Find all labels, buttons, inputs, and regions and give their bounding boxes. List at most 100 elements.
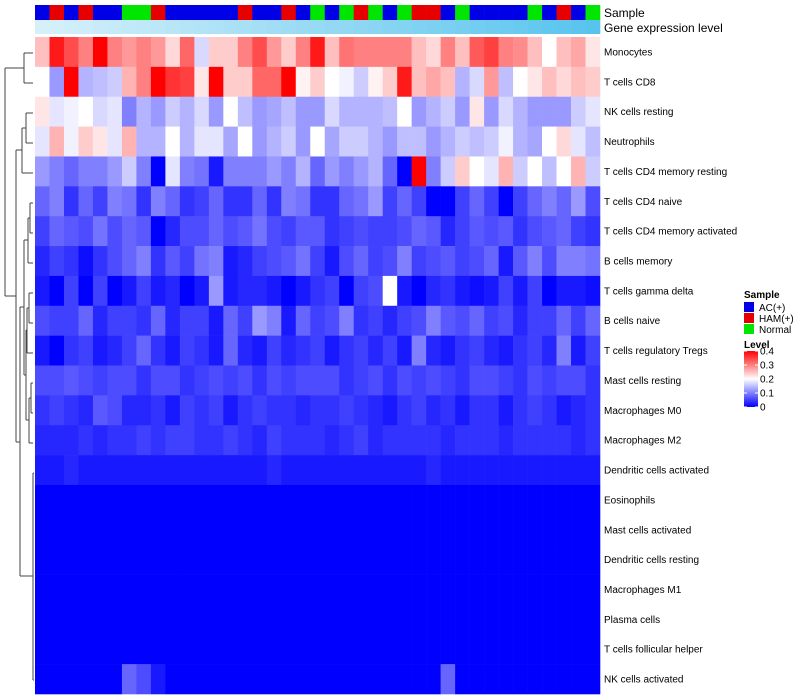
heatmap-cell bbox=[252, 216, 268, 247]
heatmap-cell bbox=[440, 156, 456, 187]
heatmap-cell bbox=[179, 395, 195, 426]
heatmap-cell bbox=[223, 365, 239, 396]
heatmap-cell bbox=[78, 246, 94, 277]
heatmap-cell bbox=[49, 37, 65, 68]
heatmap-cell bbox=[353, 425, 369, 456]
heatmap-cell bbox=[150, 634, 166, 665]
heatmap-cell bbox=[223, 305, 239, 336]
heatmap-cell bbox=[179, 425, 195, 456]
heatmap-cell bbox=[92, 484, 108, 516]
heatmap-cell bbox=[426, 365, 441, 396]
heatmap-cell bbox=[513, 664, 528, 695]
heatmap-cell bbox=[266, 484, 282, 516]
heatmap-cell bbox=[92, 425, 108, 456]
heatmap-cell bbox=[571, 395, 586, 426]
heatmap-cell bbox=[527, 216, 543, 247]
heatmap-cell bbox=[498, 544, 514, 575]
heatmap-cell bbox=[63, 425, 79, 456]
heatmap-cell bbox=[397, 544, 412, 575]
heatmap-cell bbox=[513, 365, 528, 396]
heatmap-cell bbox=[469, 37, 485, 68]
heatmap-cell bbox=[63, 634, 79, 665]
heatmap-cell bbox=[556, 37, 572, 68]
heatmap-cell bbox=[324, 246, 340, 277]
heatmap-cell bbox=[49, 66, 65, 98]
heatmap-cell bbox=[353, 365, 369, 396]
heatmap-cell bbox=[295, 395, 311, 426]
heatmap-cell bbox=[63, 335, 79, 366]
heatmap-cell bbox=[571, 216, 586, 247]
heatmap-cell bbox=[556, 455, 572, 486]
heatmap-cell bbox=[571, 634, 586, 665]
heatmap-cell bbox=[368, 395, 383, 426]
heatmap-cell bbox=[585, 604, 601, 635]
heatmap-cell bbox=[469, 365, 485, 396]
heatmap-cell bbox=[179, 514, 195, 545]
heatmap-cell bbox=[397, 186, 412, 217]
heatmap-cell bbox=[484, 395, 499, 426]
heatmap-cell bbox=[237, 96, 253, 127]
heatmap-cell bbox=[35, 246, 50, 277]
heatmap-cell bbox=[63, 216, 79, 247]
row-label: Eosinophils bbox=[604, 495, 655, 506]
heatmap-cell bbox=[165, 275, 181, 307]
heatmap-cell bbox=[556, 514, 572, 545]
expression-annotation-cell bbox=[426, 20, 441, 34]
heatmap-cell bbox=[513, 514, 528, 545]
heatmap-cell bbox=[382, 514, 398, 545]
heatmap-cell bbox=[78, 425, 94, 456]
heatmap-cell bbox=[252, 156, 268, 187]
heatmap-cell bbox=[324, 96, 340, 127]
heatmap-cell bbox=[121, 156, 137, 187]
heatmap-cell bbox=[237, 275, 253, 307]
heatmap-cell bbox=[136, 246, 152, 277]
legend-tick-label: 0 bbox=[760, 403, 766, 414]
heatmap-cell bbox=[484, 365, 499, 396]
heatmap-cell bbox=[411, 156, 427, 187]
expression-annotation-cell bbox=[136, 20, 152, 34]
heatmap-cell bbox=[266, 37, 282, 68]
legend-entry-label: HAM(+) bbox=[759, 314, 794, 325]
heatmap-cell bbox=[35, 514, 50, 545]
heatmap-cell bbox=[295, 186, 311, 217]
heatmap-cell bbox=[527, 395, 543, 426]
heatmap-cell bbox=[35, 186, 50, 217]
heatmap-cell bbox=[339, 604, 355, 635]
heatmap-cell bbox=[281, 634, 297, 665]
heatmap-cell bbox=[556, 156, 572, 187]
heatmap-cell bbox=[78, 604, 94, 635]
expression-annotation-cell bbox=[484, 20, 499, 34]
heatmap-cell bbox=[266, 246, 282, 277]
heatmap-cell bbox=[556, 425, 572, 456]
heatmap-cell bbox=[49, 634, 65, 665]
heatmap-cell bbox=[469, 634, 485, 665]
heatmap-cell bbox=[382, 574, 398, 605]
heatmap-cell bbox=[165, 455, 181, 486]
heatmap-cell bbox=[266, 335, 282, 366]
heatmap-cell bbox=[484, 216, 499, 247]
heatmap-cell bbox=[411, 335, 427, 366]
heatmap-cell bbox=[252, 455, 268, 486]
heatmap-cell bbox=[266, 216, 282, 247]
heatmap-cell bbox=[527, 37, 543, 68]
row-label: T cells gamma delta bbox=[604, 286, 694, 297]
heatmap-cell bbox=[382, 37, 398, 68]
heatmap-cell bbox=[223, 484, 239, 516]
heatmap-cell bbox=[339, 664, 355, 695]
sample-annotation-cell bbox=[585, 5, 601, 20]
heatmap-cell bbox=[527, 514, 543, 545]
sample-annotation-cell bbox=[324, 5, 340, 20]
heatmap-cell bbox=[295, 634, 311, 665]
heatmap-cell bbox=[382, 664, 398, 695]
heatmap-cell bbox=[353, 604, 369, 635]
expression-annotation-cell bbox=[542, 20, 557, 34]
heatmap-cell bbox=[339, 395, 355, 426]
heatmap-cell bbox=[339, 365, 355, 396]
heatmap-cell bbox=[426, 484, 441, 516]
heatmap-cell bbox=[295, 96, 311, 127]
heatmap-cell bbox=[382, 66, 398, 98]
heatmap-cell bbox=[310, 335, 326, 366]
heatmap-cell bbox=[484, 604, 499, 635]
heatmap-cell bbox=[49, 96, 65, 127]
heatmap-cell bbox=[165, 395, 181, 426]
